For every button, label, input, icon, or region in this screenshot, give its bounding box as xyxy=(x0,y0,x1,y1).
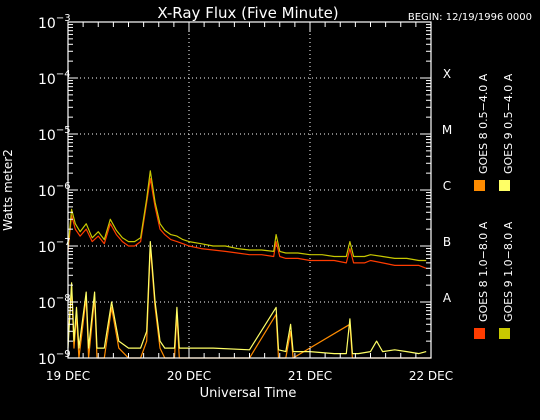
x-axis-ticks: 19 DEC 20 DEC 21 DEC 22 DEC xyxy=(46,22,453,383)
series-line xyxy=(67,178,427,269)
y-tick-label: 10−4 xyxy=(38,69,71,88)
series-lines xyxy=(67,170,431,359)
x-axis-label: Universal Time xyxy=(200,386,297,401)
legend-swatch xyxy=(474,328,485,339)
grid-lines xyxy=(68,22,431,358)
y-tick-label: 10−5 xyxy=(38,125,71,144)
flare-class-labels: A B C M X xyxy=(442,67,452,305)
legend-swatch xyxy=(499,328,510,339)
begin-label: BEGIN: 12/19/1996 0000 xyxy=(408,12,532,23)
x-tick-label: 19 DEC xyxy=(46,369,90,383)
chart-title: X-Ray Flux (Five Minute) xyxy=(157,4,338,22)
legend: GOES 8 1.0−8.0 A GOES 8 0.5−4.0 A GOES 9 1… xyxy=(474,73,515,339)
flare-class-label: B xyxy=(443,235,451,249)
y-tick-label: 10−6 xyxy=(38,181,71,200)
y-tick-label: 10−3 xyxy=(38,13,71,32)
flare-class-label: X xyxy=(443,67,451,81)
series-line xyxy=(67,241,427,355)
y-tick-label: 10−8 xyxy=(38,293,71,312)
y-axis-label: Watts meter2 xyxy=(1,149,15,231)
legend-label: GOES 9 1.0−8.0 A xyxy=(502,221,515,322)
legend-label: GOES 9 0.5−4.0 A xyxy=(502,73,515,174)
x-tick-label: 22 DEC xyxy=(409,369,453,383)
flare-class-label: M xyxy=(442,123,452,137)
legend-label: GOES 8 1.0−8.0 A xyxy=(477,221,490,322)
x-tick-label: 20 DEC xyxy=(167,369,211,383)
legend-label: GOES 8 0.5−4.0 A xyxy=(477,73,490,174)
legend-swatch xyxy=(499,180,510,191)
flare-class-label: C xyxy=(443,179,451,193)
y-tick-label: 10−7 xyxy=(38,237,71,256)
y-tick-label: 10−9 xyxy=(38,349,71,368)
y-axis-ticks: 10−9 10−8 10−7 10−6 10−5 10−4 10−3 xyxy=(38,13,431,368)
flare-class-label: A xyxy=(443,291,452,305)
x-tick-label: 21 DEC xyxy=(288,369,332,383)
series-line xyxy=(67,170,427,262)
legend-swatch xyxy=(474,180,485,191)
